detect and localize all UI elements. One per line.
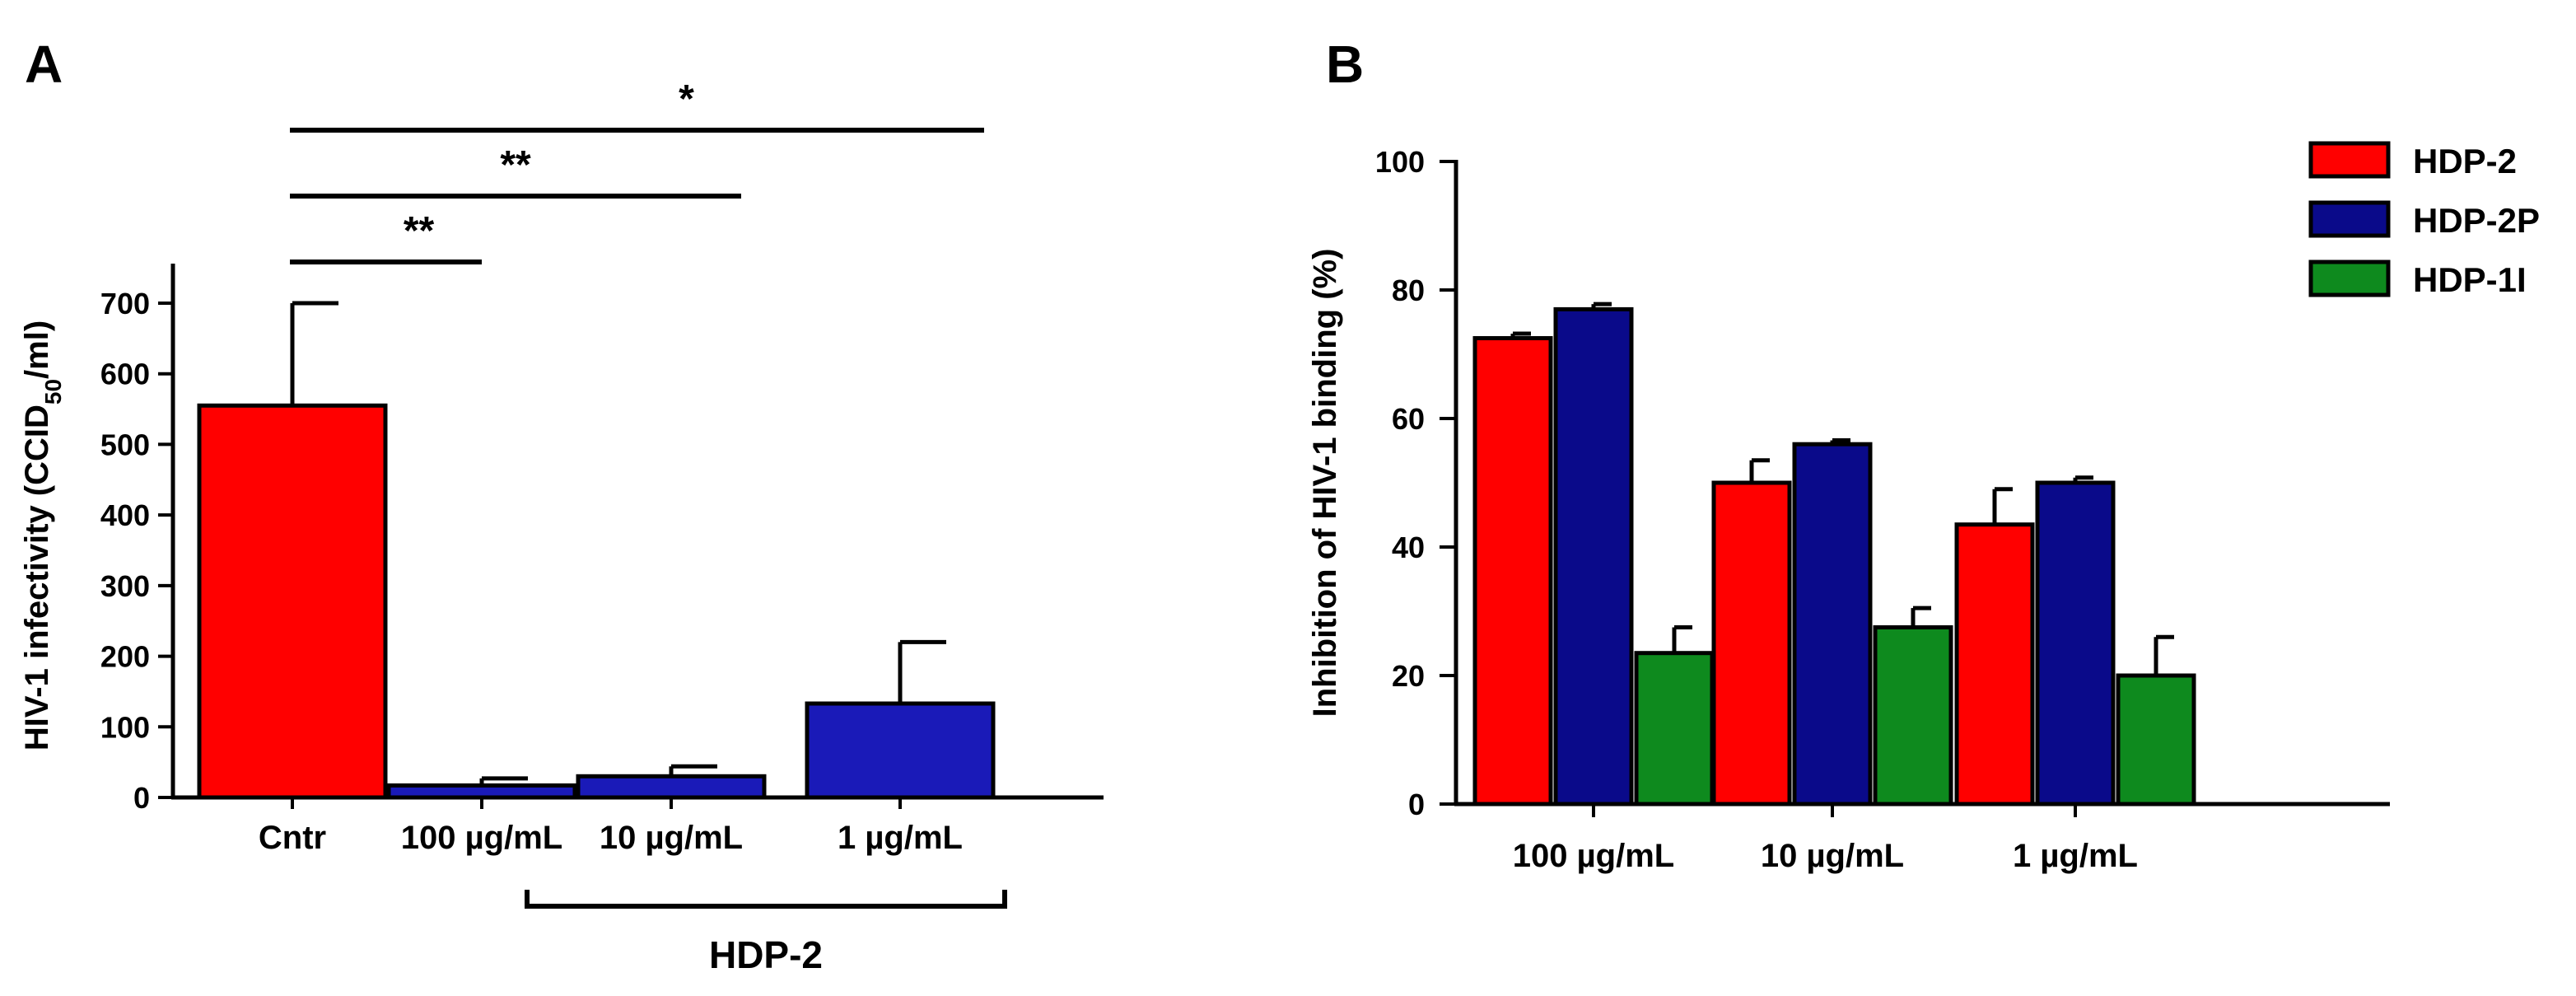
panel-b-ytick-label: 80 [1392, 274, 1425, 307]
panel-a-bar-10-g-ml [576, 774, 767, 800]
panel-a-significance-label: ** [500, 143, 531, 187]
panel-a-group-label: HDP-2 [709, 933, 823, 976]
panel-b-bar-hdp-2p-10-g-ml [1792, 442, 1873, 807]
panel-b-bar-hdp-1i-1-g-ml [2116, 673, 2196, 807]
panel-a-ytick-label: 0 [133, 781, 150, 815]
panel-b-ytick-label: 0 [1408, 788, 1425, 821]
panel-a-category-label-10-g-ml: 10 µg/mL [600, 820, 743, 856]
panel-b-legend-swatch-hdp-2 [2308, 141, 2391, 179]
panel-a-ytick-label: 200 [100, 640, 150, 674]
panel-a-category-label-100-g-ml: 100 µg/mL [401, 820, 562, 856]
panel-b-bar-hdp-2-1-g-ml [1954, 522, 2035, 807]
panel-a-bar-cntr [197, 403, 388, 800]
panel-a-ytick-label: 300 [100, 569, 150, 603]
panel-b: 0 20 40 60 80 100 100 µg/mL 10 µg/mL 1 µg/mL HDP-… [1307, 141, 2540, 874]
panel-a-ytick-label: 400 [100, 498, 150, 532]
panel-b-ytick-label: 60 [1392, 402, 1425, 436]
panel-a-significance-label: * [679, 77, 694, 121]
panel-label-b: B [1326, 35, 1364, 94]
panel-a-bar-1-g-ml [805, 701, 996, 800]
panel-b-category-label-10-g-ml: 10 µg/mL [1761, 838, 1904, 874]
panel-b-bar-hdp-2p-100-g-ml [1553, 306, 1634, 807]
panel-b-bar-hdp-1i-10-g-ml [1873, 625, 1953, 807]
panel-b-legend-label-hdp-2p: HDP-2P [2413, 201, 2540, 240]
panel-label-a: A [25, 35, 63, 94]
panel-a-bar-100-g-ml [386, 783, 577, 800]
panel-b-bar-hdp-2p-1-g-ml [2035, 480, 2116, 807]
panel-a-ytick-label: 700 [100, 287, 150, 320]
panel-b-category-label-100-g-ml: 100 µg/mL [1513, 838, 1674, 874]
panel-b-y-axis-title: Inhibition of HIV-1 binding (%) [1307, 249, 1343, 718]
panel-a-ytick-label: 100 [100, 710, 150, 744]
panel-b-bar-hdp-2-100-g-ml [1472, 336, 1553, 807]
panel-b-bar-hdp-2-10-g-ml [1711, 480, 1792, 807]
panel-b-ytick-label: 40 [1392, 531, 1425, 564]
panel-b-ytick-label: 100 [1375, 145, 1425, 179]
panel-a-ytick-label: 600 [100, 358, 150, 391]
panel-b-legend-label-hdp-1i: HDP-1I [2413, 260, 2527, 299]
panel-b-category-label-1-g-ml: 1 µg/mL [2013, 838, 2138, 874]
panel-a-category-label-1-g-ml: 1 µg/mL [838, 820, 963, 856]
panel-b-bar-hdp-1i-100-g-ml [1634, 651, 1715, 807]
panel-a-ytick-label: 500 [100, 428, 150, 461]
panel-b-legend-label-hdp-2: HDP-2 [2413, 142, 2517, 180]
panel-a-significance-label: ** [404, 209, 435, 253]
panel-b-ytick-label: 20 [1392, 659, 1425, 693]
panel-a-y-axis-title: HIV-1 infectivity (CCID50/ml) [19, 320, 66, 751]
panel-b-legend-swatch-hdp-1i [2308, 260, 2391, 297]
panel-a: 0 100 200 300 400 500 600 700 Cntr 100 µg/mL 10 µg… [19, 77, 1104, 976]
panel-a-category-label-cntr: Cntr [259, 820, 326, 856]
panel-b-legend-swatch-hdp-2p [2308, 200, 2391, 238]
panel-a-group-bracket [525, 890, 1007, 909]
